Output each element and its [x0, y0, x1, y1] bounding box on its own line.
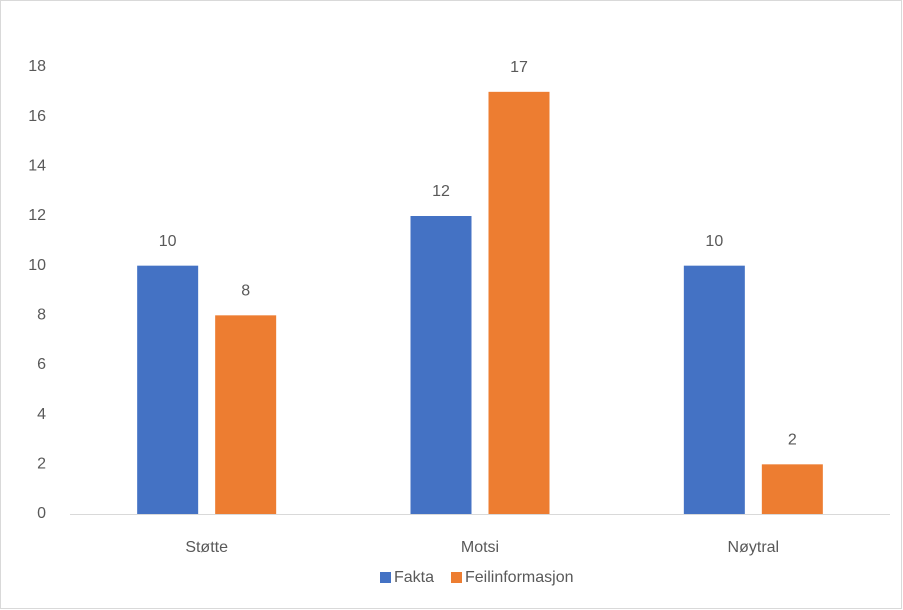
y-tick-label: 8	[37, 307, 46, 324]
y-tick-label: 0	[37, 505, 46, 522]
data-label: 10	[705, 233, 723, 250]
x-tick-label: Nøytral	[728, 539, 780, 556]
y-tick-label: 6	[37, 356, 46, 373]
y-tick-label: 12	[28, 207, 46, 224]
y-tick-label: 10	[28, 257, 46, 274]
x-tick-label: Støtte	[185, 539, 228, 556]
legend-swatch	[451, 572, 462, 583]
bar	[410, 216, 472, 514]
data-label: 8	[241, 283, 250, 300]
legend-label: Feilinformasjon	[465, 569, 573, 586]
y-tick-label: 2	[37, 456, 46, 473]
legend-swatch	[380, 572, 391, 583]
y-tick-label: 14	[28, 158, 46, 175]
bar	[761, 464, 823, 514]
y-tick-label: 16	[28, 108, 46, 125]
x-tick-label: Motsi	[461, 539, 499, 556]
bar	[683, 265, 745, 514]
data-label: 17	[510, 59, 528, 76]
bar	[137, 265, 199, 514]
bar	[215, 315, 277, 514]
y-tick-label: 4	[37, 406, 46, 423]
data-label: 12	[432, 183, 450, 200]
bar	[488, 91, 550, 514]
legend-label: Fakta	[394, 569, 434, 586]
data-label: 10	[159, 233, 177, 250]
y-tick-label: 18	[28, 58, 46, 75]
data-label: 2	[788, 432, 797, 449]
